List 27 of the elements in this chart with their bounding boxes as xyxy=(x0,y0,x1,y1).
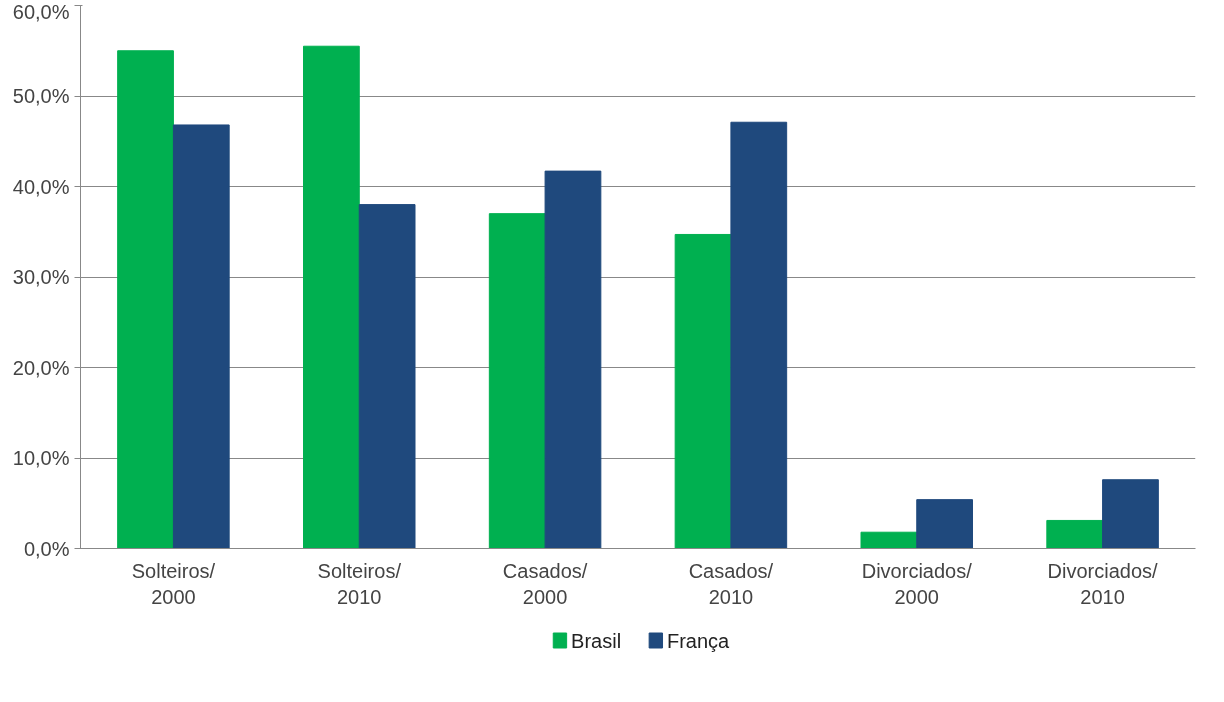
x-tick-label: Solteiros/ 2010 xyxy=(317,559,402,608)
x-tick-label: Solteiros/ 2000 xyxy=(131,559,216,608)
x-tick-label: Divorciados/ 2010 xyxy=(1047,559,1159,608)
legend-label: Brasil xyxy=(571,629,622,652)
bar xyxy=(172,124,230,549)
y-tick-label: 50,0% xyxy=(12,85,70,107)
legend-label: França xyxy=(666,629,731,652)
x-tick-label: Divorciados/ 2000 xyxy=(861,559,973,608)
bar xyxy=(916,499,973,549)
x-tick-label: Casados/ 2000 xyxy=(502,559,588,608)
y-tick-label: 30,0% xyxy=(12,266,70,288)
y-tick-label: 20,0% xyxy=(12,356,70,379)
y-tick-label: 40,0% xyxy=(12,175,70,198)
y-tick-label: 10,0% xyxy=(12,447,70,469)
bar xyxy=(358,204,416,549)
bar xyxy=(117,50,174,549)
x-tick-label: Casados/ 2010 xyxy=(688,559,774,608)
bar xyxy=(1046,519,1104,549)
bar xyxy=(674,233,732,549)
bar xyxy=(730,121,788,549)
bar xyxy=(488,213,546,549)
bar xyxy=(1102,479,1159,549)
bar xyxy=(303,45,360,549)
bar xyxy=(860,531,918,549)
bar xyxy=(544,170,602,549)
y-tick-label: 0,0% xyxy=(23,537,70,560)
y-tick-label: 60,0% xyxy=(12,0,70,23)
